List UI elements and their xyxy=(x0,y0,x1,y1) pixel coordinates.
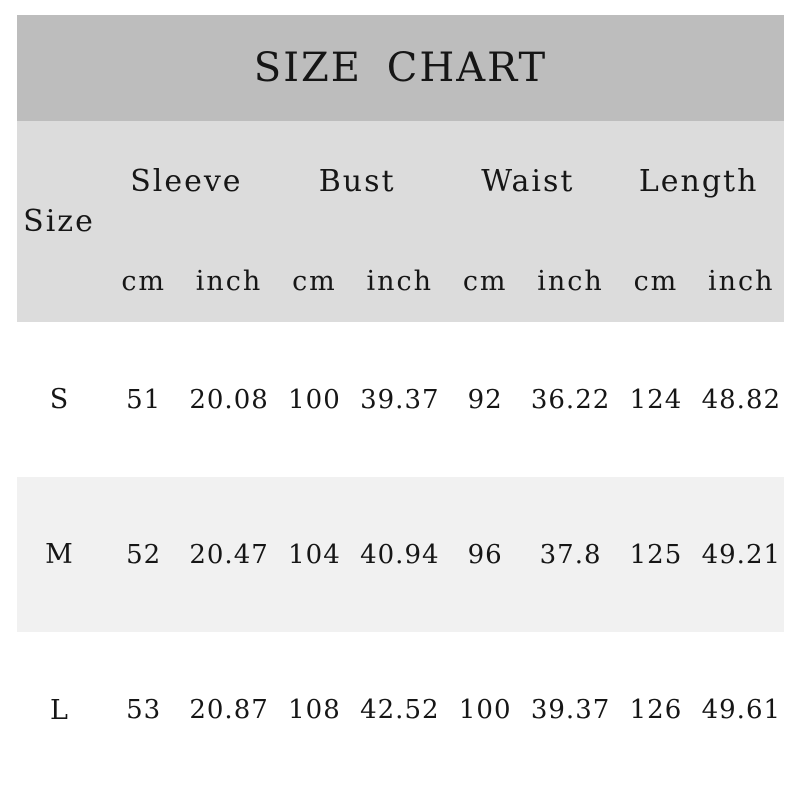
cell-waist-cm: 92 xyxy=(467,384,503,415)
unit-header-sleeve-inch: inch xyxy=(195,266,263,297)
unit-header-waist-cm: cm xyxy=(462,266,508,297)
table-row-size-l: L 53 20.87 108 42.52 100 39.37 126 49.61 xyxy=(17,632,784,788)
table-row-size-s: S 51 20.08 100 39.37 92 36.22 124 48.82 xyxy=(17,322,784,477)
cell-size: S xyxy=(49,384,69,415)
cell-sleeve-cm: 53 xyxy=(126,695,162,725)
cell-sleeve-inch: 20.08 xyxy=(189,384,269,415)
cell-size: L xyxy=(50,694,68,726)
table-body: S 51 20.08 100 39.37 92 36.22 124 48.82 … xyxy=(17,322,784,788)
cell-bust-inch: 42.52 xyxy=(360,695,440,725)
column-group-waist: Waist xyxy=(481,163,575,199)
cell-waist-inch: 37.8 xyxy=(539,539,602,570)
cell-waist-cm: 100 xyxy=(458,695,512,725)
column-group-bust: Bust xyxy=(318,163,396,199)
column-group-length: Length xyxy=(638,163,759,199)
unit-header-bust-inch: inch xyxy=(366,266,434,297)
cell-length-inch: 49.61 xyxy=(701,695,782,725)
cell-bust-cm: 100 xyxy=(288,384,341,415)
cell-sleeve-inch: 20.87 xyxy=(189,695,269,725)
cell-bust-inch: 40.94 xyxy=(360,539,440,570)
cell-bust-cm: 104 xyxy=(288,539,341,570)
unit-header-sleeve-cm: cm xyxy=(121,266,167,297)
cell-bust-inch: 39.37 xyxy=(360,384,440,415)
cell-waist-cm: 96 xyxy=(467,539,503,570)
page-title: SIZE CHART xyxy=(253,45,548,91)
cell-waist-inch: 36.22 xyxy=(530,384,611,415)
cell-length-inch: 49.21 xyxy=(701,539,782,570)
cell-sleeve-inch: 20.47 xyxy=(189,539,269,570)
cell-length-cm: 126 xyxy=(629,695,683,725)
unit-header-waist-inch: inch xyxy=(537,266,604,297)
cell-waist-inch: 39.37 xyxy=(530,695,611,725)
size-chart-title-band: SIZE CHART xyxy=(17,15,784,121)
column-header-size: Size xyxy=(23,204,95,239)
size-chart-table: Size Sleeve Bust Waist Length cm inch cm… xyxy=(17,121,784,788)
unit-header-bust-cm: cm xyxy=(292,266,337,297)
table-row-size-m: M 52 20.47 104 40.94 96 37.8 125 49.21 xyxy=(17,477,784,632)
cell-size: M xyxy=(45,539,73,570)
unit-header-length-cm: cm xyxy=(633,266,679,297)
table-header: Size Sleeve Bust Waist Length cm inch cm… xyxy=(17,121,784,322)
cell-bust-cm: 108 xyxy=(288,695,341,725)
cell-length-cm: 125 xyxy=(629,539,683,570)
column-group-sleeve: Sleeve xyxy=(130,163,243,199)
unit-header-row: cm inch cm inch cm inch cm inch xyxy=(17,241,784,322)
cell-length-inch: 48.82 xyxy=(701,384,782,415)
cell-sleeve-cm: 51 xyxy=(126,384,162,415)
cell-length-cm: 124 xyxy=(629,384,683,415)
group-header-row: Size Sleeve Bust Waist Length xyxy=(17,121,784,241)
cell-sleeve-cm: 52 xyxy=(126,539,162,570)
unit-header-length-inch: inch xyxy=(708,266,775,297)
size-chart-sheet: SIZE CHART Size Sleeve Bust Waist Length… xyxy=(17,15,784,788)
